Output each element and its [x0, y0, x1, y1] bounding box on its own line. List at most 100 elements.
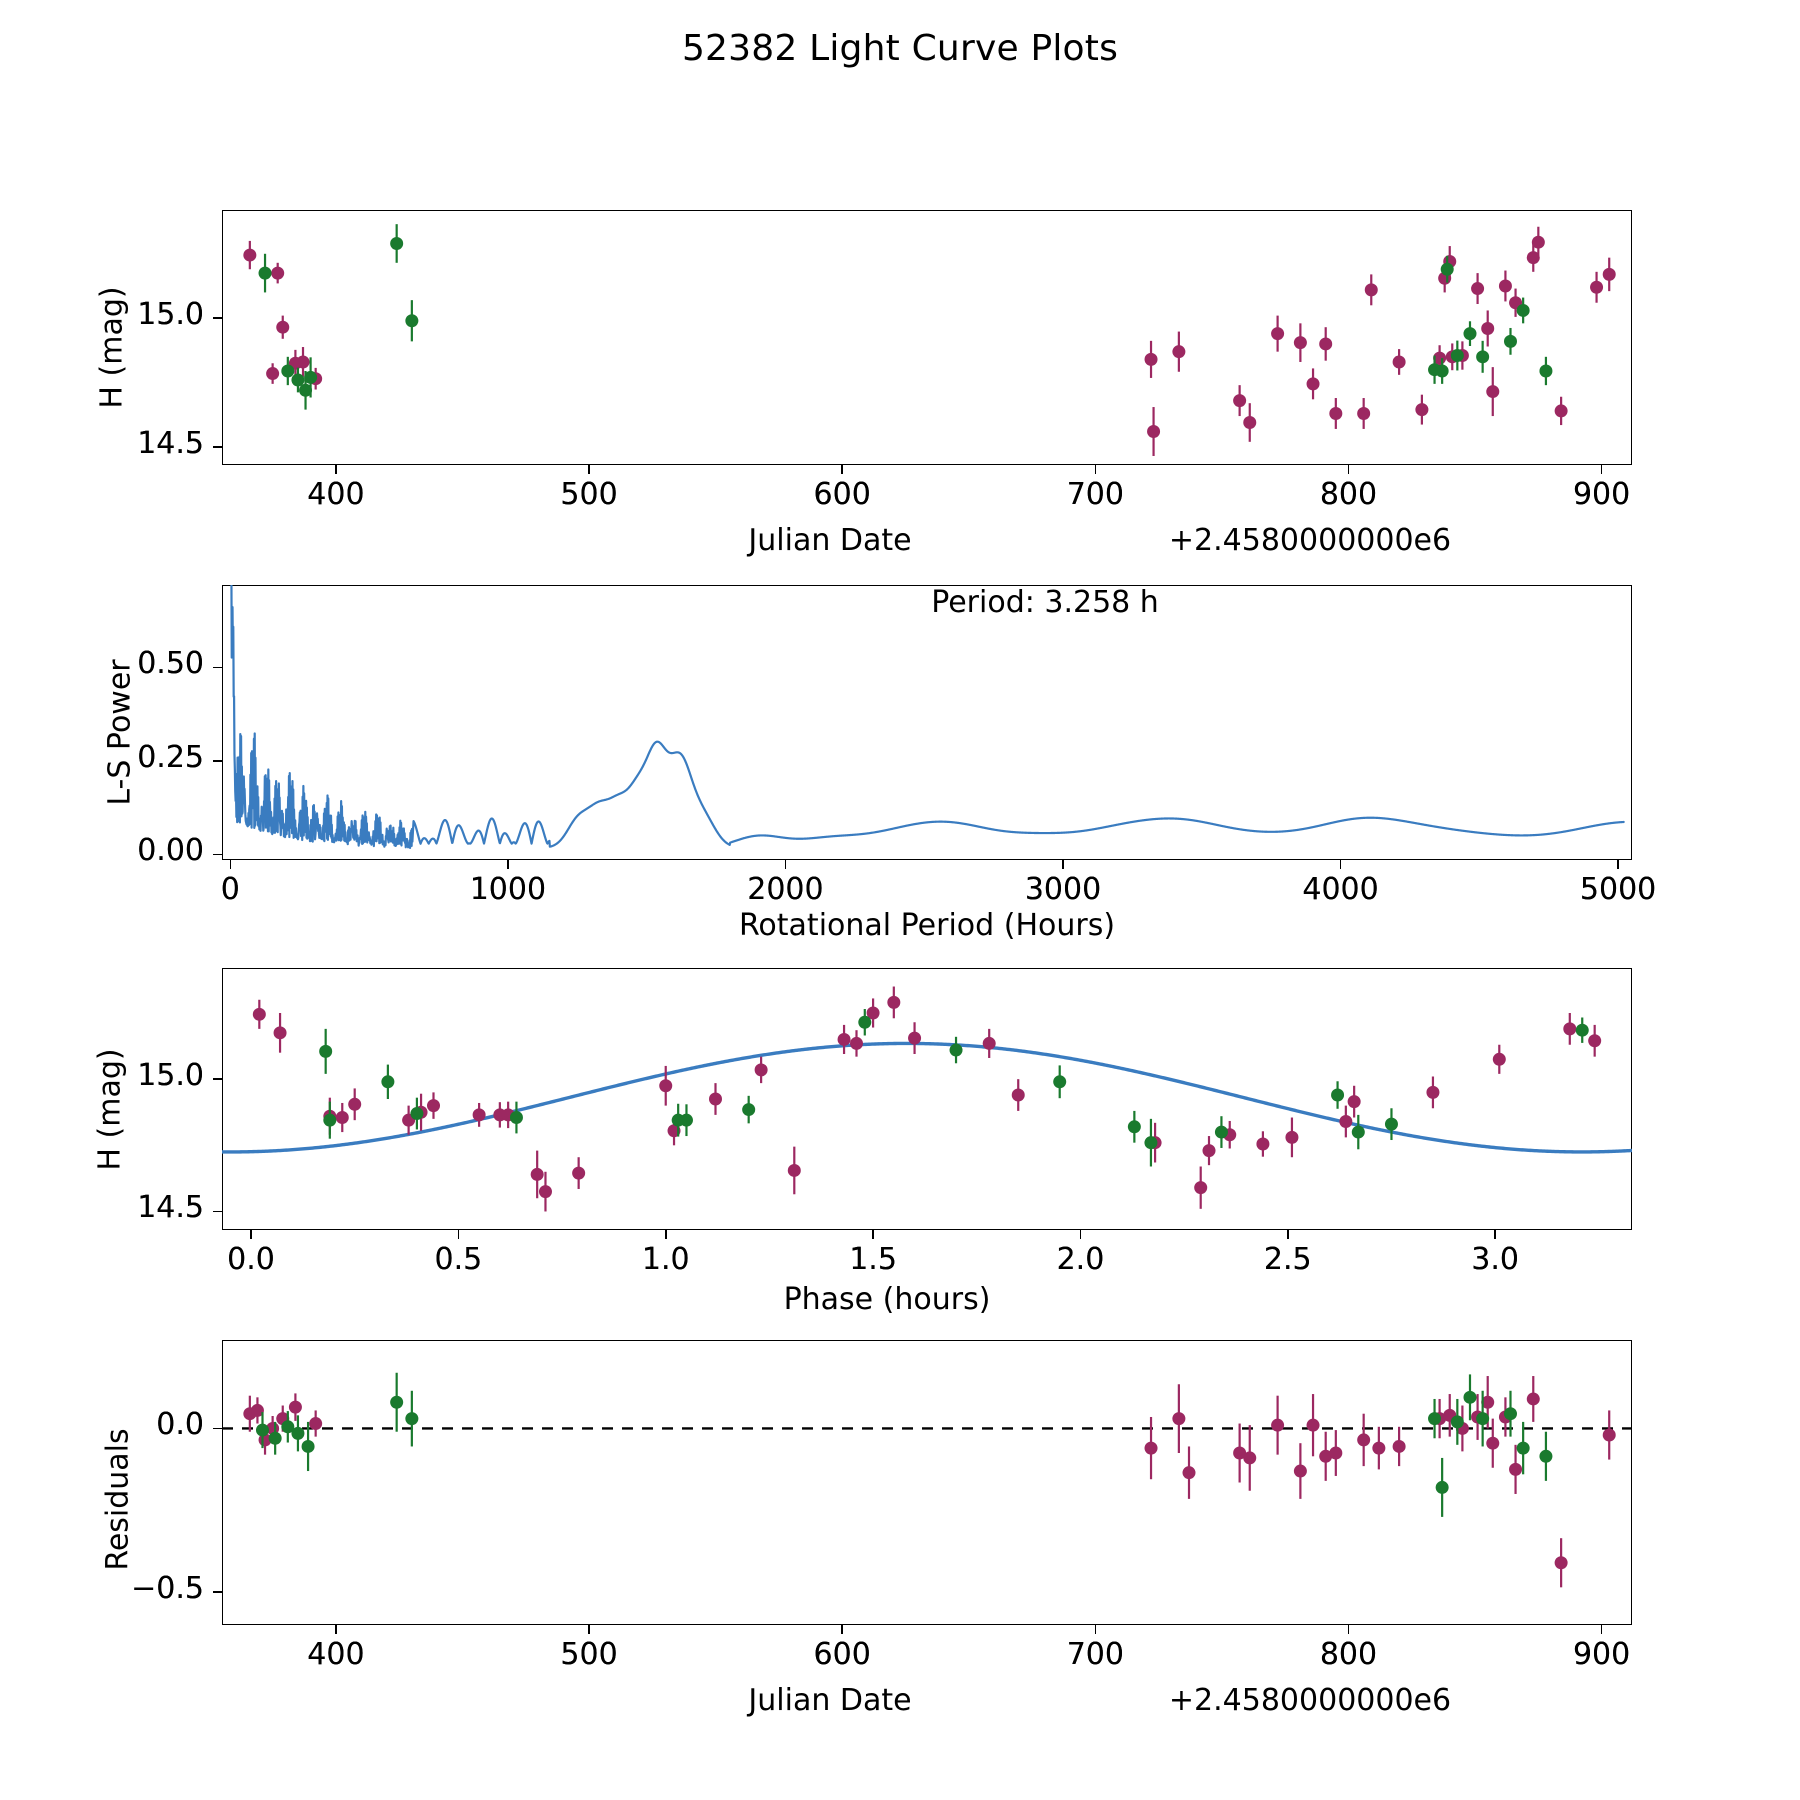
x-tick-label: 3.0 — [1471, 1242, 1519, 1277]
x-tick-mark — [1094, 1625, 1097, 1634]
x-tick-label: 400 — [307, 477, 365, 512]
x-tick-mark — [664, 1230, 667, 1239]
x-tick-mark — [457, 1230, 460, 1239]
y-tick-mark — [213, 853, 222, 856]
y-tick-mark — [213, 1427, 222, 1430]
y-tick-label: 0.0 — [156, 1407, 204, 1443]
x-tick-label: 800 — [1319, 477, 1378, 512]
x-tick-mark — [335, 1625, 337, 1634]
x-tick-label: 3000 — [1024, 872, 1102, 907]
y-tick-mark — [213, 666, 222, 669]
x-tick-label: 3.0 — [1471, 1242, 1519, 1277]
x-axis-label-light-curve: Julian Date — [748, 523, 912, 558]
x-tick-label: 3000 — [1024, 872, 1102, 907]
x-tick-mark — [1600, 1625, 1603, 1634]
x-tick-mark — [588, 1625, 590, 1634]
y-tick-label: −0.5 — [131, 1571, 204, 1607]
x-tick-label: 700 — [1066, 477, 1124, 512]
x-tick-mark — [1347, 465, 1350, 474]
panel-phase-folded — [222, 968, 1632, 1230]
x-tick-label: 800 — [1319, 1637, 1378, 1672]
x-tick-mark — [841, 1625, 843, 1634]
y-tick-label: 15.0 — [137, 297, 204, 333]
x-axis-label-phase-folded: Phase (hours) — [783, 1282, 991, 1317]
x-tick-label: 5000 — [1579, 872, 1657, 907]
y-axis-label-residuals: Residuals — [100, 1428, 136, 1571]
axes-frame-phase-folded — [222, 968, 1632, 1230]
x-tick-mark — [588, 465, 590, 474]
x-tick-label: 2.0 — [1056, 1242, 1105, 1277]
x-tick-label: 900 — [1572, 1637, 1631, 1672]
phase-folded-plot-area — [222, 986, 1632, 1212]
x-tick-mark — [1494, 1230, 1496, 1239]
y-tick-mark — [213, 446, 222, 448]
x-tick-mark — [250, 1230, 252, 1239]
x-tick-label: 5000 — [1579, 872, 1657, 907]
y-tick-label: 0.25 — [137, 739, 204, 775]
x-tick-label: 900 — [1572, 477, 1631, 512]
x-tick-label: 1000 — [469, 872, 547, 907]
x-tick-mark — [1339, 860, 1342, 869]
x-axis-label-periodogram: Rotational Period (Hours) — [738, 908, 1116, 943]
x-tick-label: 4000 — [1302, 872, 1379, 907]
y-tick-mark — [213, 1078, 222, 1080]
axes-frame-light-curve — [222, 210, 1632, 465]
light-curve-plot-area — [243, 224, 1616, 456]
x-axis-offset-residuals: +2.4580000000e6 — [1168, 1683, 1452, 1718]
x-tick-label: 0.0 — [227, 1242, 275, 1277]
x-tick-label: 500 — [560, 477, 618, 512]
x-tick-mark — [1079, 1230, 1082, 1239]
axes-frame-periodogram — [222, 585, 1632, 860]
x-axis-offset-light-curve: +2.4580000000e6 — [1168, 523, 1452, 558]
x-tick-label: 0.5 — [434, 1242, 483, 1277]
x-tick-label: 0 — [220, 872, 240, 907]
y-tick-label: −0.5 — [131, 1571, 204, 1607]
x-tick-label: 500 — [560, 477, 618, 512]
x-tick-mark — [229, 860, 232, 869]
x-tick-label: 900 — [1572, 477, 1631, 512]
x-tick-label: 2000 — [747, 872, 824, 907]
x-tick-mark — [1286, 1230, 1289, 1239]
x-tick-label: 500 — [560, 1637, 618, 1672]
x-tick-label: 0.5 — [434, 1242, 483, 1277]
panel-light-curve — [222, 210, 1632, 465]
x-tick-mark — [507, 860, 509, 869]
x-tick-mark — [1062, 860, 1064, 869]
y-tick-label: 0.00 — [137, 833, 204, 869]
y-tick-label: 0.25 — [137, 739, 204, 775]
x-tick-label: 2.0 — [1056, 1242, 1105, 1277]
x-tick-label: 600 — [813, 1637, 871, 1672]
x-tick-label: 1000 — [469, 872, 547, 907]
figure-title: 52382 Light Curve Plots — [681, 28, 1119, 69]
x-tick-mark — [872, 1230, 874, 1239]
x-tick-mark — [335, 465, 337, 474]
y-tick-mark — [213, 760, 222, 762]
x-tick-label: 1.5 — [849, 1242, 897, 1277]
y-tick-label: 15.0 — [137, 297, 204, 333]
x-tick-label: 2.5 — [1263, 1242, 1312, 1277]
y-tick-label: 15.0 — [137, 1058, 204, 1094]
x-tick-label: 900 — [1572, 1637, 1631, 1672]
y-tick-label: 14.5 — [137, 1190, 204, 1226]
y-tick-mark — [213, 317, 222, 319]
y-tick-label: 14.5 — [137, 1190, 204, 1226]
axes-frame-residuals — [222, 1340, 1632, 1625]
panel-periodogram — [222, 585, 1632, 860]
y-tick-mark — [213, 1591, 222, 1594]
panel-residuals — [222, 1340, 1632, 1625]
x-tick-label: 800 — [1319, 477, 1378, 512]
x-tick-label: 4000 — [1302, 872, 1379, 907]
x-tick-label: 800 — [1319, 1637, 1378, 1672]
x-tick-label: 400 — [307, 1637, 365, 1672]
x-tick-label: 600 — [813, 477, 871, 512]
x-tick-label: 1.0 — [641, 1242, 690, 1277]
x-tick-label: 0.0 — [227, 1242, 275, 1277]
x-tick-label: 2000 — [747, 872, 824, 907]
x-tick-mark — [784, 860, 787, 869]
x-tick-label: 400 — [307, 1637, 365, 1672]
y-tick-label: 0.00 — [137, 833, 204, 869]
period-annotation: Period: 3.258 h — [931, 585, 1159, 620]
x-tick-mark — [1617, 860, 1619, 869]
x-axis-label-residuals: Julian Date — [748, 1683, 912, 1718]
